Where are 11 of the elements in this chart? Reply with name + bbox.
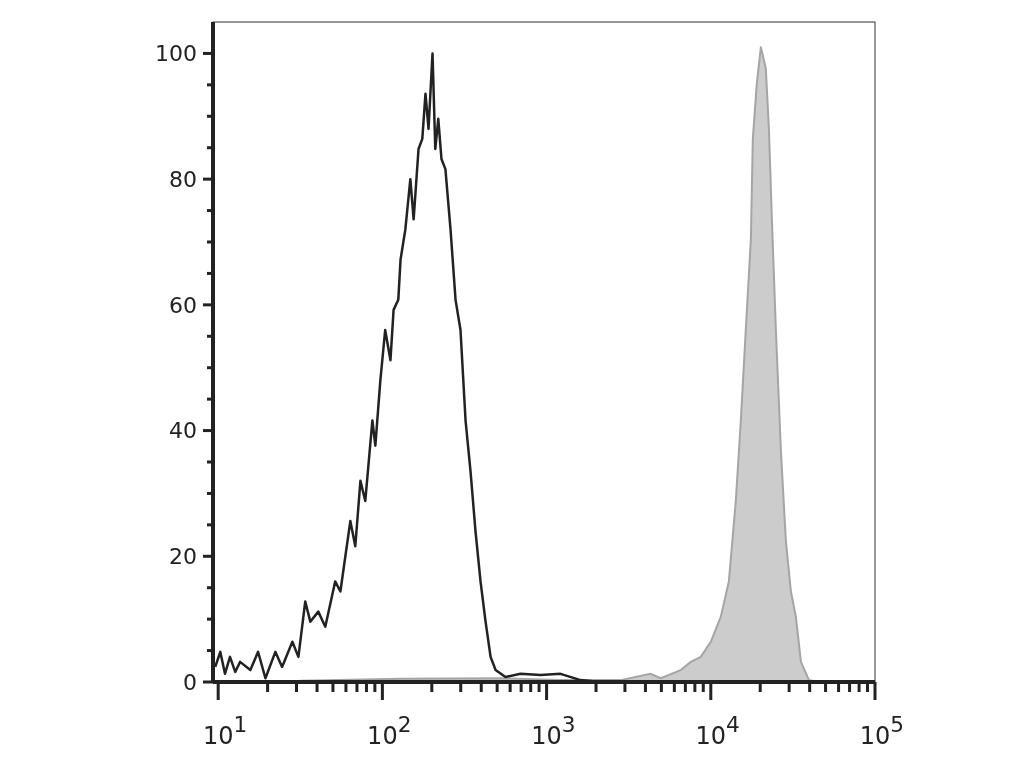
y-tick-label: 60 [169,292,197,318]
x-tick-label: 10$^{3}$ [531,711,576,750]
x-tick-label: 10$^{2}$ [367,711,412,750]
x-tick-label: 10$^{1}$ [202,711,248,750]
x-tick-label: 10$^{5}$ [859,711,905,750]
y-tick-label: 80 [169,166,197,192]
y-tick-label: 20 [169,543,197,569]
y-tick-label: 100 [155,41,197,67]
y-tick-label: 40 [169,418,197,444]
y-tick-label: 0 [183,669,197,695]
x-tick-label: 10$^{4}$ [695,711,740,750]
